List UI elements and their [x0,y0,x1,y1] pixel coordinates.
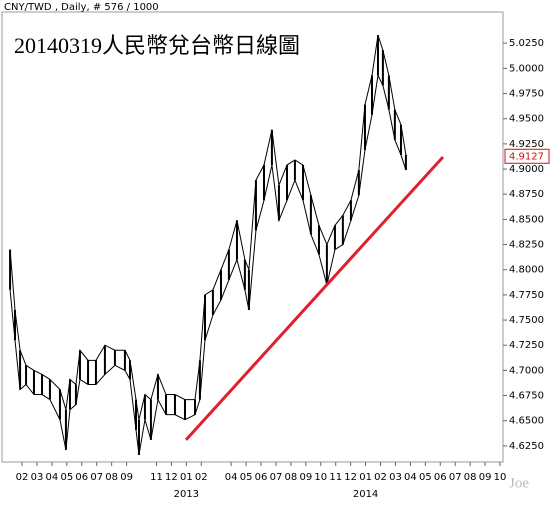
y-tick-label: 4.9250 [509,139,544,150]
year-label: 2014 [353,489,378,500]
y-tick-label: 4.6750 [509,391,544,402]
x-tick-label: 03 [31,472,44,483]
x-tick-label: 05 [240,472,253,483]
last-price-box [504,148,550,164]
y-tick-label: 4.9000 [509,164,544,175]
x-tick-label: 01 [359,472,372,483]
y-tick-label: 4.7250 [509,340,544,351]
x-tick-label: 09 [299,472,312,483]
x-tick-label: 09 [120,472,133,483]
y-tick-label: 4.6500 [509,416,544,427]
y-tick-label: 4.9750 [509,89,544,100]
y-tick-label: 4.7000 [509,365,544,376]
y-tick-label: 4.8750 [509,189,544,200]
last-price-label: 4.9127 [509,151,544,162]
watermark: Joe [509,475,529,491]
y-tick-label: 4.8500 [509,214,544,225]
y-tick-label: 5.0000 [509,63,544,74]
x-tick-label: 08 [464,472,477,483]
x-tick-label: 08 [105,472,118,483]
x-tick-label: 05 [419,472,432,483]
x-tick-label: 11 [329,472,342,483]
x-tick-label: 06 [434,472,447,483]
x-tick-label: 12 [165,472,178,483]
y-tick-label: 5.0250 [509,38,544,49]
y-tick-label: 4.7750 [509,290,544,301]
chart-header: CNY/TWD , Daily, # 576 / 1000 [4,2,159,13]
x-tick-label: 08 [285,472,298,483]
x-tick-label: 07 [270,472,283,483]
x-tick-label: 06 [75,472,88,483]
x-tick-label: 01 [180,472,193,483]
x-tick-label: 04 [46,472,59,483]
x-tick-label: 02 [16,472,29,483]
year-label: 2013 [174,489,199,500]
x-tick-label: 12 [344,472,357,483]
y-tick-label: 4.8250 [509,240,544,251]
y-tick-label: 4.8000 [509,265,544,276]
x-tick-label: 04 [225,472,238,483]
x-tick-label: 07 [449,472,462,483]
x-tick-label: 05 [60,472,73,483]
x-tick-label: 10 [494,472,507,483]
trend-line [184,155,445,441]
chart-title: 20140319人民幣兌台幣日線圖 [14,33,300,58]
x-tick-label: 06 [255,472,268,483]
x-tick-label: 02 [195,472,208,483]
y-tick-label: 4.7500 [509,315,544,326]
x-tick-label: 11 [150,472,163,483]
y-tick-label: 4.6250 [509,441,544,452]
y-tick-label: 4.9500 [509,114,544,125]
x-tick-label: 03 [389,472,402,483]
x-tick-label: 09 [479,472,492,483]
x-tick-label: 10 [314,472,327,483]
plot-frame [1,11,504,463]
x-tick-label: 04 [404,472,417,483]
x-tick-label: 07 [90,472,103,483]
x-tick-label: 02 [374,472,387,483]
